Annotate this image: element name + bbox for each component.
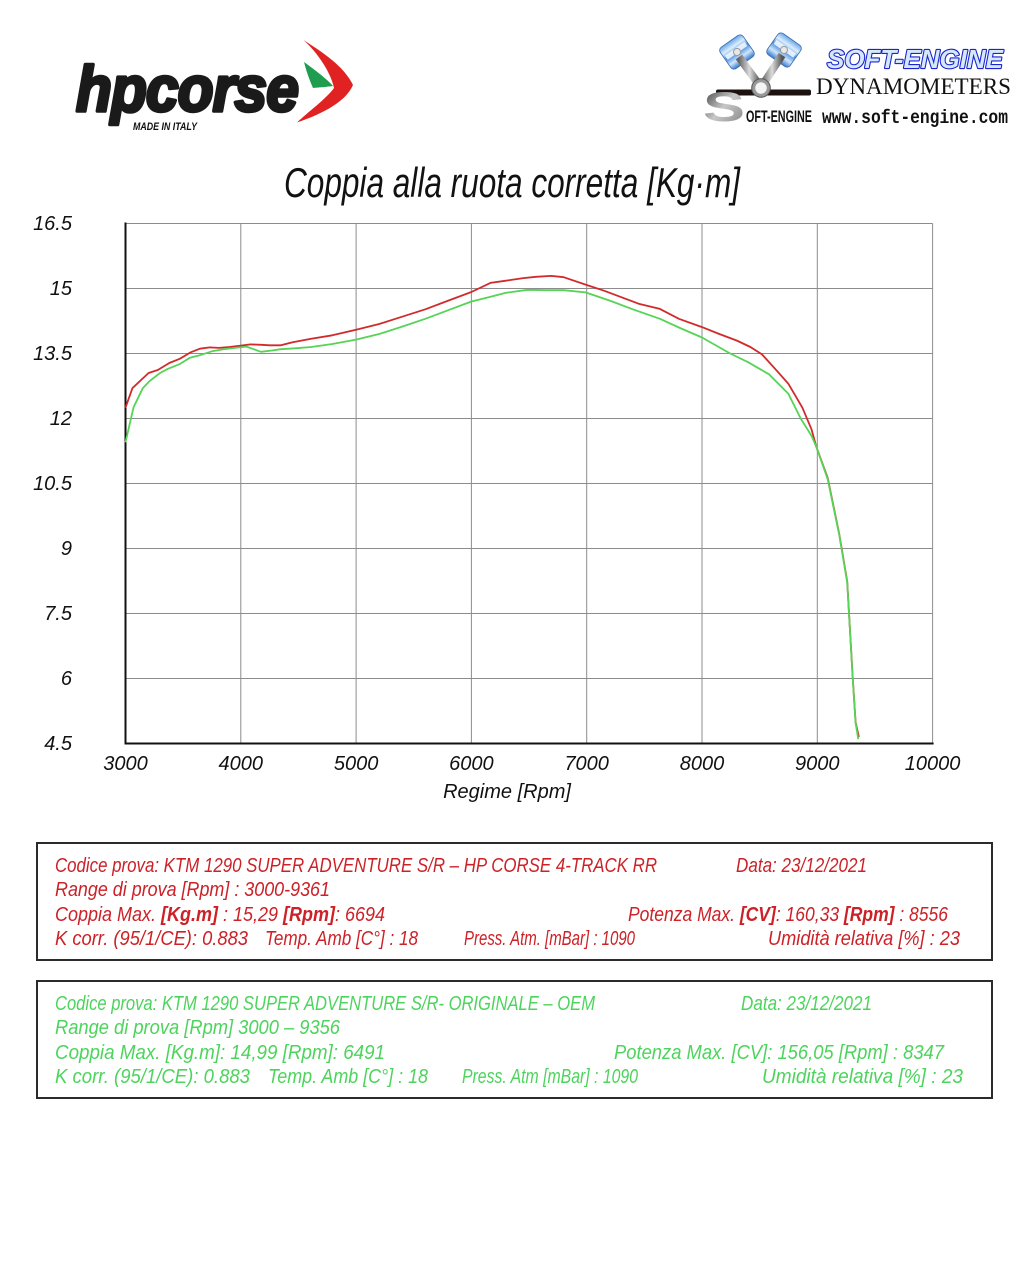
svg-text:16.5: 16.5	[33, 213, 73, 235]
svg-text:Range di prova [Rpm] : 3000-9: Range di prova [Rpm] : 3000-9361	[55, 879, 330, 901]
svg-text:6: 6	[61, 668, 73, 690]
svg-text:15: 15	[50, 278, 73, 300]
svg-text:4.5: 4.5	[44, 733, 73, 755]
svg-text:Range di prova [Rpm] 3000 – 93: Range di prova [Rpm] 3000 – 9356	[55, 1017, 341, 1039]
svg-text:SOFT-ENGINE: SOFT-ENGINE	[827, 44, 1004, 74]
svg-text:5000: 5000	[334, 753, 379, 775]
svg-text:hpcorse: hpcorse	[76, 53, 298, 125]
svg-text:Codice prova: KTM 1290 SUPER: Codice prova: KTM 1290 SUPER ADVENTURE S…	[55, 855, 657, 877]
svg-text:Press. Atm [mBar] : 1090: Press. Atm [mBar] : 1090	[462, 1066, 638, 1088]
svg-text:10000: 10000	[905, 753, 961, 775]
svg-text:9000: 9000	[795, 753, 840, 775]
svg-text:13.5: 13.5	[33, 343, 73, 365]
svg-text:Umidità relativa [%] : 23: Umidità relativa [%] : 23	[768, 928, 960, 950]
svg-text:Potenza Max. [CV]: 156,05 [R: Potenza Max. [CV]: 156,05 [Rpm] : 8347	[614, 1042, 945, 1064]
svg-text:6000: 6000	[449, 753, 494, 775]
svg-text:www.soft-engine.com: www.soft-engine.com	[822, 107, 1008, 129]
svg-text:7.5: 7.5	[44, 603, 73, 625]
svg-text:Temp. Amb [C°] : 18: Temp. Amb [C°] : 18	[268, 1066, 428, 1088]
svg-text:Data: 23/12/2021: Data: 23/12/2021	[741, 993, 872, 1015]
svg-text:Coppia alla ruota corretta [Kg: Coppia alla ruota corretta [Kg·m]	[284, 159, 741, 206]
svg-text:Codice prova: KTM 1290 SUPER A: Codice prova: KTM 1290 SUPER ADVENTURE S…	[55, 993, 595, 1015]
svg-text:Coppia Max. [Kg.m]: 14,99 [R: Coppia Max. [Kg.m]: 14,99 [Rpm]: 6491	[55, 1042, 385, 1064]
svg-text:DYNAMOMETERS: DYNAMOMETERS	[816, 74, 1011, 99]
svg-text:OFT-ENGINE: OFT-ENGINE	[746, 107, 812, 126]
svg-text:K corr. (95/1/CE): 0.883: K corr. (95/1/CE): 0.883	[55, 928, 248, 950]
svg-text:4000: 4000	[219, 753, 264, 775]
svg-text:Regime [Rpm]: Regime [Rpm]	[443, 781, 571, 803]
svg-text:Coppia Max. [Kg.m] : 15,29 [: Coppia Max. [Kg.m] : 15,29 [Rpm]: 6694	[55, 904, 385, 926]
svg-text:12: 12	[50, 408, 72, 430]
svg-text:MADE IN ITALY: MADE IN ITALY	[133, 121, 198, 133]
svg-text:S: S	[703, 83, 745, 130]
svg-text:Temp. Amb [C°] : 18: Temp. Amb [C°] : 18	[265, 928, 418, 950]
svg-text:K corr. (95/1/CE): 0.883: K corr. (95/1/CE): 0.883	[55, 1066, 250, 1088]
svg-text:10.5: 10.5	[33, 473, 73, 495]
svg-text:Press. Atm. [mBar] : 1090: Press. Atm. [mBar] : 1090	[464, 928, 635, 950]
svg-text:Potenza Max. [CV]: 160,33 [Rp: Potenza Max. [CV]: 160,33 [Rpm] : 8556	[628, 904, 949, 926]
svg-text:3000: 3000	[103, 753, 148, 775]
svg-text:Data: 23/12/2021: Data: 23/12/2021	[736, 855, 867, 877]
svg-text:7000: 7000	[564, 753, 609, 775]
svg-text:Umidità relativa [%] : 23: Umidità relativa [%] : 23	[762, 1066, 963, 1088]
svg-text:8000: 8000	[680, 753, 725, 775]
svg-text:9: 9	[61, 538, 72, 560]
